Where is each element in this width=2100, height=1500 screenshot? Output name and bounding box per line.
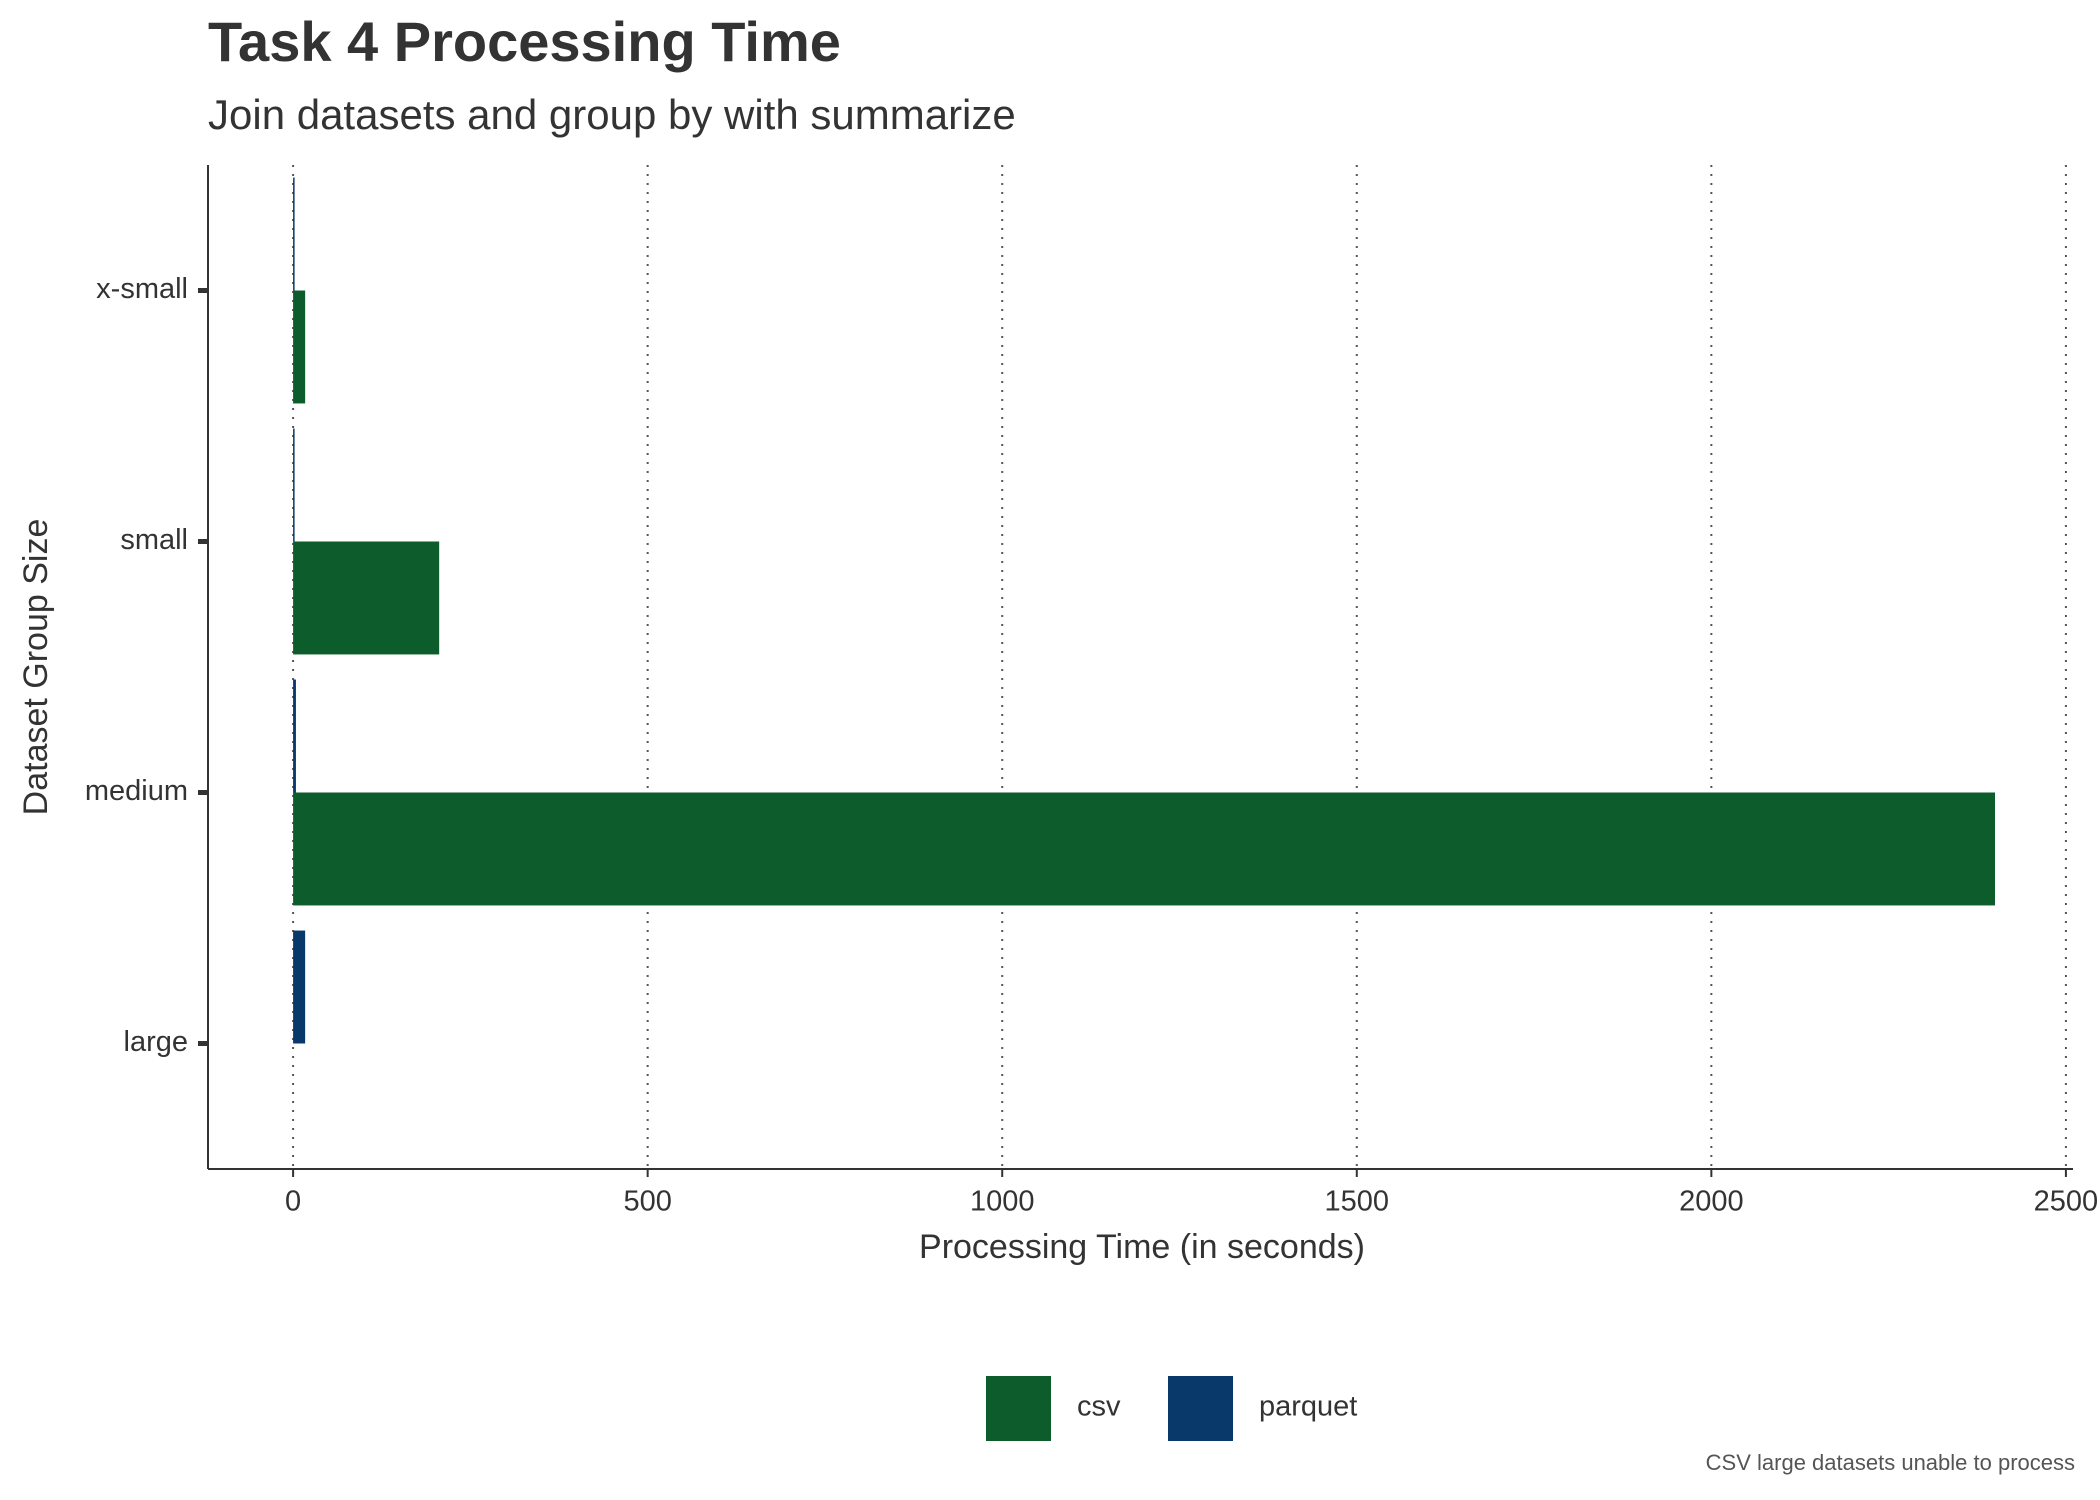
- legend-label: csv: [1077, 1391, 1121, 1423]
- caption: CSV large datasets unable to process: [1706, 1450, 2075, 1475]
- bar: [293, 428, 295, 542]
- bar: [293, 541, 440, 655]
- legend-swatch: [1168, 1376, 1233, 1441]
- x-tick-label: 1500: [1325, 1186, 1390, 1218]
- y-tick-label: small: [120, 524, 188, 556]
- bar: [293, 290, 306, 404]
- chart-subtitle: Join datasets and group by with summariz…: [208, 91, 1016, 138]
- y-tick-label: large: [124, 1026, 189, 1058]
- x-tick-label: 2500: [2034, 1186, 2099, 1218]
- bar: [293, 930, 306, 1044]
- y-axis-title: Dataset Group Size: [17, 519, 55, 816]
- x-axis-title: Processing Time (in seconds): [919, 1228, 1365, 1266]
- x-tick-label: 500: [623, 1186, 671, 1218]
- bar: [293, 792, 1995, 906]
- bar: [293, 679, 296, 793]
- x-tick-label: 1000: [970, 1186, 1035, 1218]
- x-tick-label: 2000: [1679, 1186, 1744, 1218]
- y-tick-label: medium: [85, 775, 188, 807]
- y-tick-label: x-small: [96, 273, 188, 305]
- chart-title: Task 4 Processing Time: [208, 10, 841, 73]
- bar: [293, 177, 295, 291]
- legend-label: parquet: [1259, 1391, 1357, 1423]
- legend-swatch: [986, 1376, 1051, 1441]
- x-tick-label: 0: [285, 1186, 301, 1218]
